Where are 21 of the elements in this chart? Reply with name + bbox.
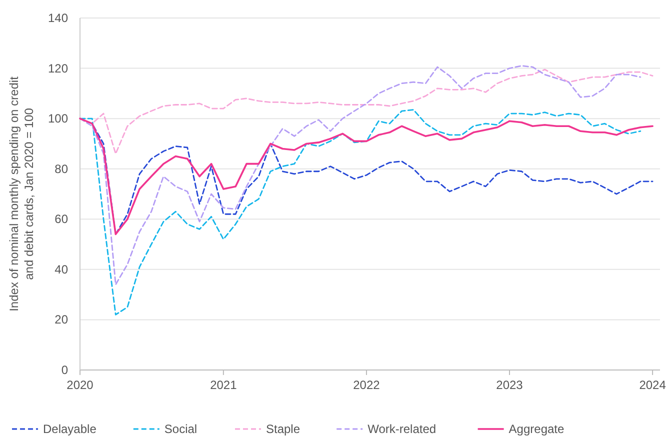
legend-label: Staple xyxy=(266,422,300,436)
x-tick-label: 2023 xyxy=(496,378,524,392)
x-tick-label: 2020 xyxy=(66,378,94,392)
y-tick-label: 20 xyxy=(54,312,68,327)
line-series xyxy=(79,109,642,316)
legend-label: Social xyxy=(164,422,198,436)
x-tick-label: 2024 xyxy=(639,378,666,392)
legend-label: Work-related xyxy=(368,422,436,436)
line-series xyxy=(79,65,642,286)
y-tick-label: 80 xyxy=(54,162,68,176)
y-tick-label: 0 xyxy=(61,363,68,377)
y-tick-label: 60 xyxy=(54,212,68,226)
legend-label: Delayable xyxy=(43,422,97,436)
y-tick-label: 40 xyxy=(54,262,68,276)
x-tick-label: 2021 xyxy=(210,378,238,392)
y-tick-label: 120 xyxy=(48,61,68,76)
y-tick-label: 140 xyxy=(48,11,68,25)
legend-label: Aggregate xyxy=(508,422,565,436)
x-tick-label: 2022 xyxy=(353,378,380,392)
y-tick-label: 100 xyxy=(48,112,68,126)
y-axis-title: Index of nominal monthly spending on credit and debit cards, Jan 2020 = 100 xyxy=(7,76,36,312)
